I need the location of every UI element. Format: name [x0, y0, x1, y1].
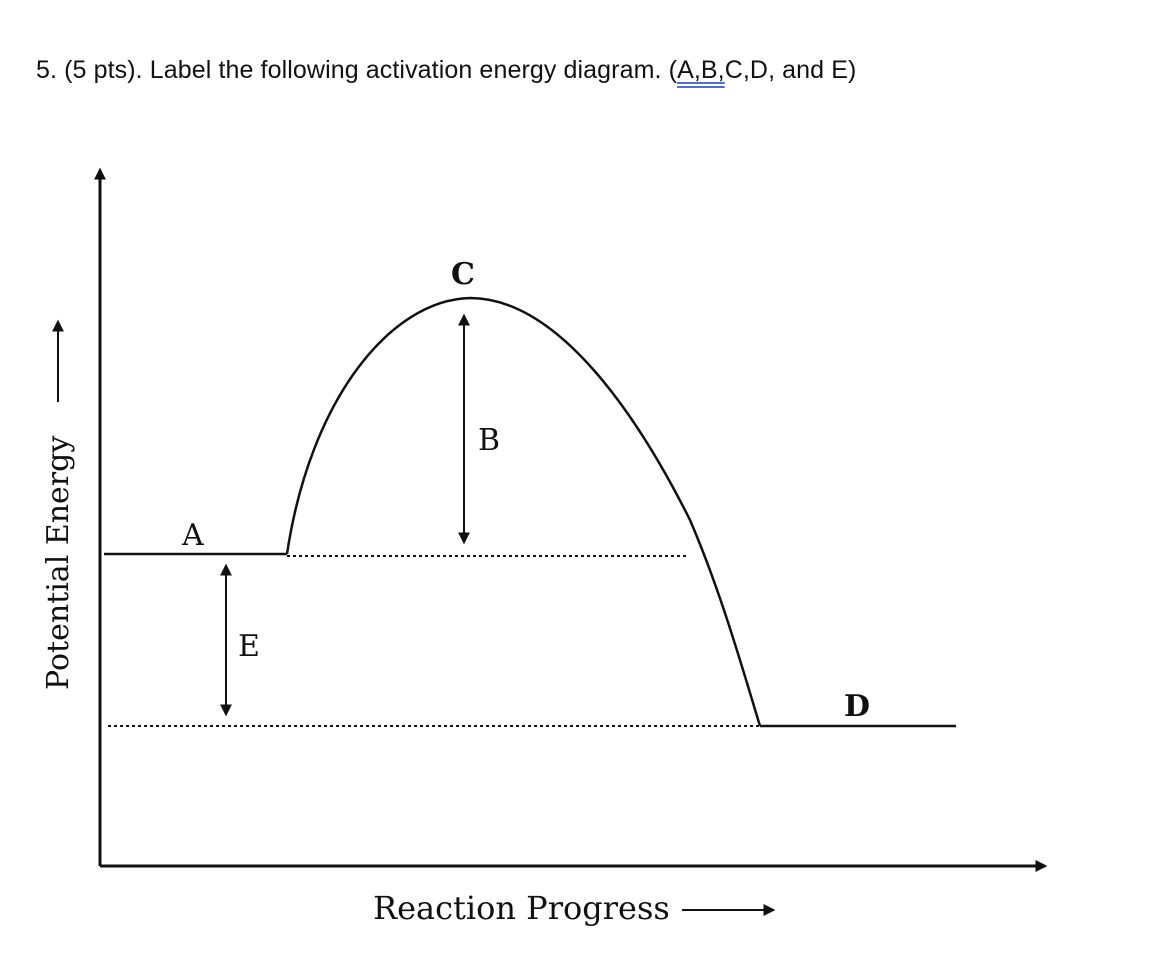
label-c: C: [451, 257, 475, 292]
question-prefix: 5. (5 pts). Label the following activati…: [36, 56, 678, 84]
question-underlined: A,B,: [677, 56, 725, 84]
label-e: E: [238, 629, 260, 664]
label-b: B: [478, 423, 500, 458]
question-suffix: C,D, and E): [724, 56, 857, 84]
label-d: D: [844, 689, 870, 724]
y-axis-label: Potential Energy: [41, 436, 76, 690]
energy-curve: [285, 296, 762, 727]
question-text: 5. (5 pts). Label the following activati…: [36, 56, 856, 85]
x-axis-label: Reaction Progress: [373, 889, 670, 927]
label-a: A: [181, 518, 204, 553]
